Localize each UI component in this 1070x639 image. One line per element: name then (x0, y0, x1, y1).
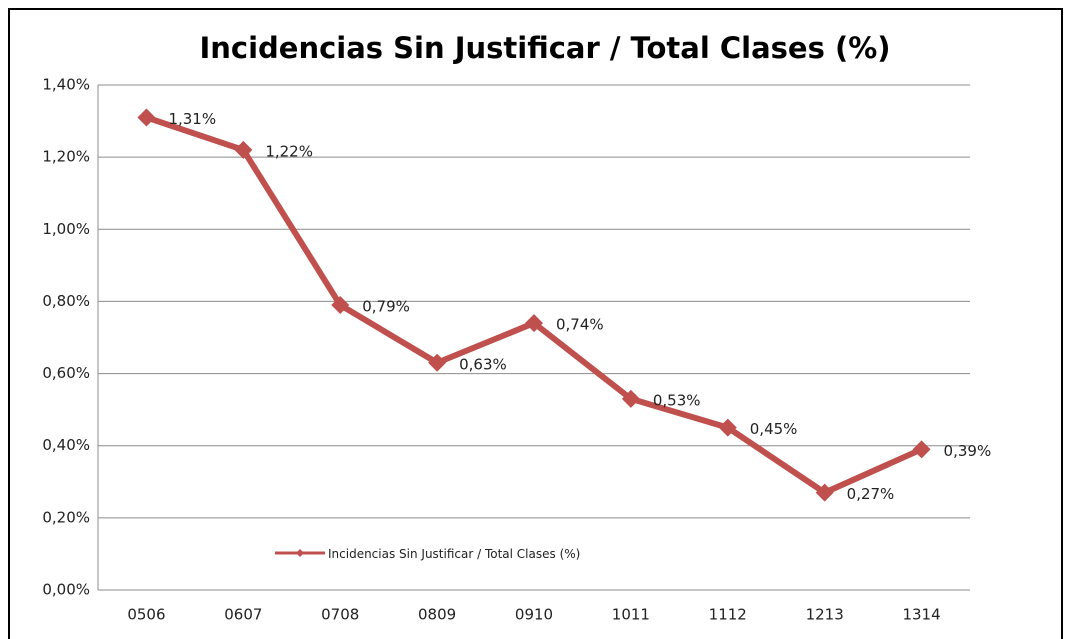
x-tick-label: 0506 (127, 606, 165, 624)
marker (234, 140, 253, 159)
frame (8, 8, 1063, 639)
data-label: 0,39% (944, 442, 992, 460)
x-tick-label: 1011 (612, 606, 650, 624)
marker (137, 108, 156, 127)
y-tick-label: 0,80% (42, 292, 90, 310)
y-tick-label: 0,40% (42, 436, 90, 454)
data-label: 0,27% (847, 485, 895, 503)
x-tick-label: 0607 (224, 606, 262, 624)
data-label: 0,45% (750, 420, 798, 438)
data-label: 0,79% (362, 298, 410, 316)
x-tick-label: 1112 (709, 606, 747, 624)
x-tick-label: 0809 (418, 606, 456, 624)
marker (428, 353, 447, 372)
marker (718, 418, 737, 437)
marker (912, 440, 931, 459)
x-tick-label: 0910 (515, 606, 553, 624)
chart-title: Incidencias Sin Justificar / Total Clase… (199, 31, 890, 65)
marker (621, 389, 640, 408)
marker (331, 296, 350, 315)
y-tick-label: 0,20% (42, 508, 90, 526)
data-label: 1,31% (168, 110, 216, 128)
legend-marker (296, 549, 304, 557)
y-tick-label: 0,60% (42, 364, 90, 382)
y-tick-label: 1,20% (42, 148, 90, 166)
x-tick-label: 0708 (321, 606, 359, 624)
y-tick-label: 0,00% (42, 581, 90, 599)
x-tick-label: 1213 (806, 606, 844, 624)
marker (525, 314, 543, 333)
line (145, 114, 923, 496)
data-label: 1,22% (265, 142, 313, 160)
data-label: 0,74% (556, 316, 604, 334)
legend-label: Incidencias Sin Justificar / Total Clase… (328, 547, 581, 561)
x-tick-label: 1314 (902, 606, 940, 624)
data-label: 0,53% (653, 391, 701, 409)
marker (815, 483, 834, 502)
y-tick-label: 1,00% (42, 220, 90, 238)
data-label: 0,63% (459, 355, 507, 373)
y-tick-label: 1,40% (42, 76, 90, 94)
